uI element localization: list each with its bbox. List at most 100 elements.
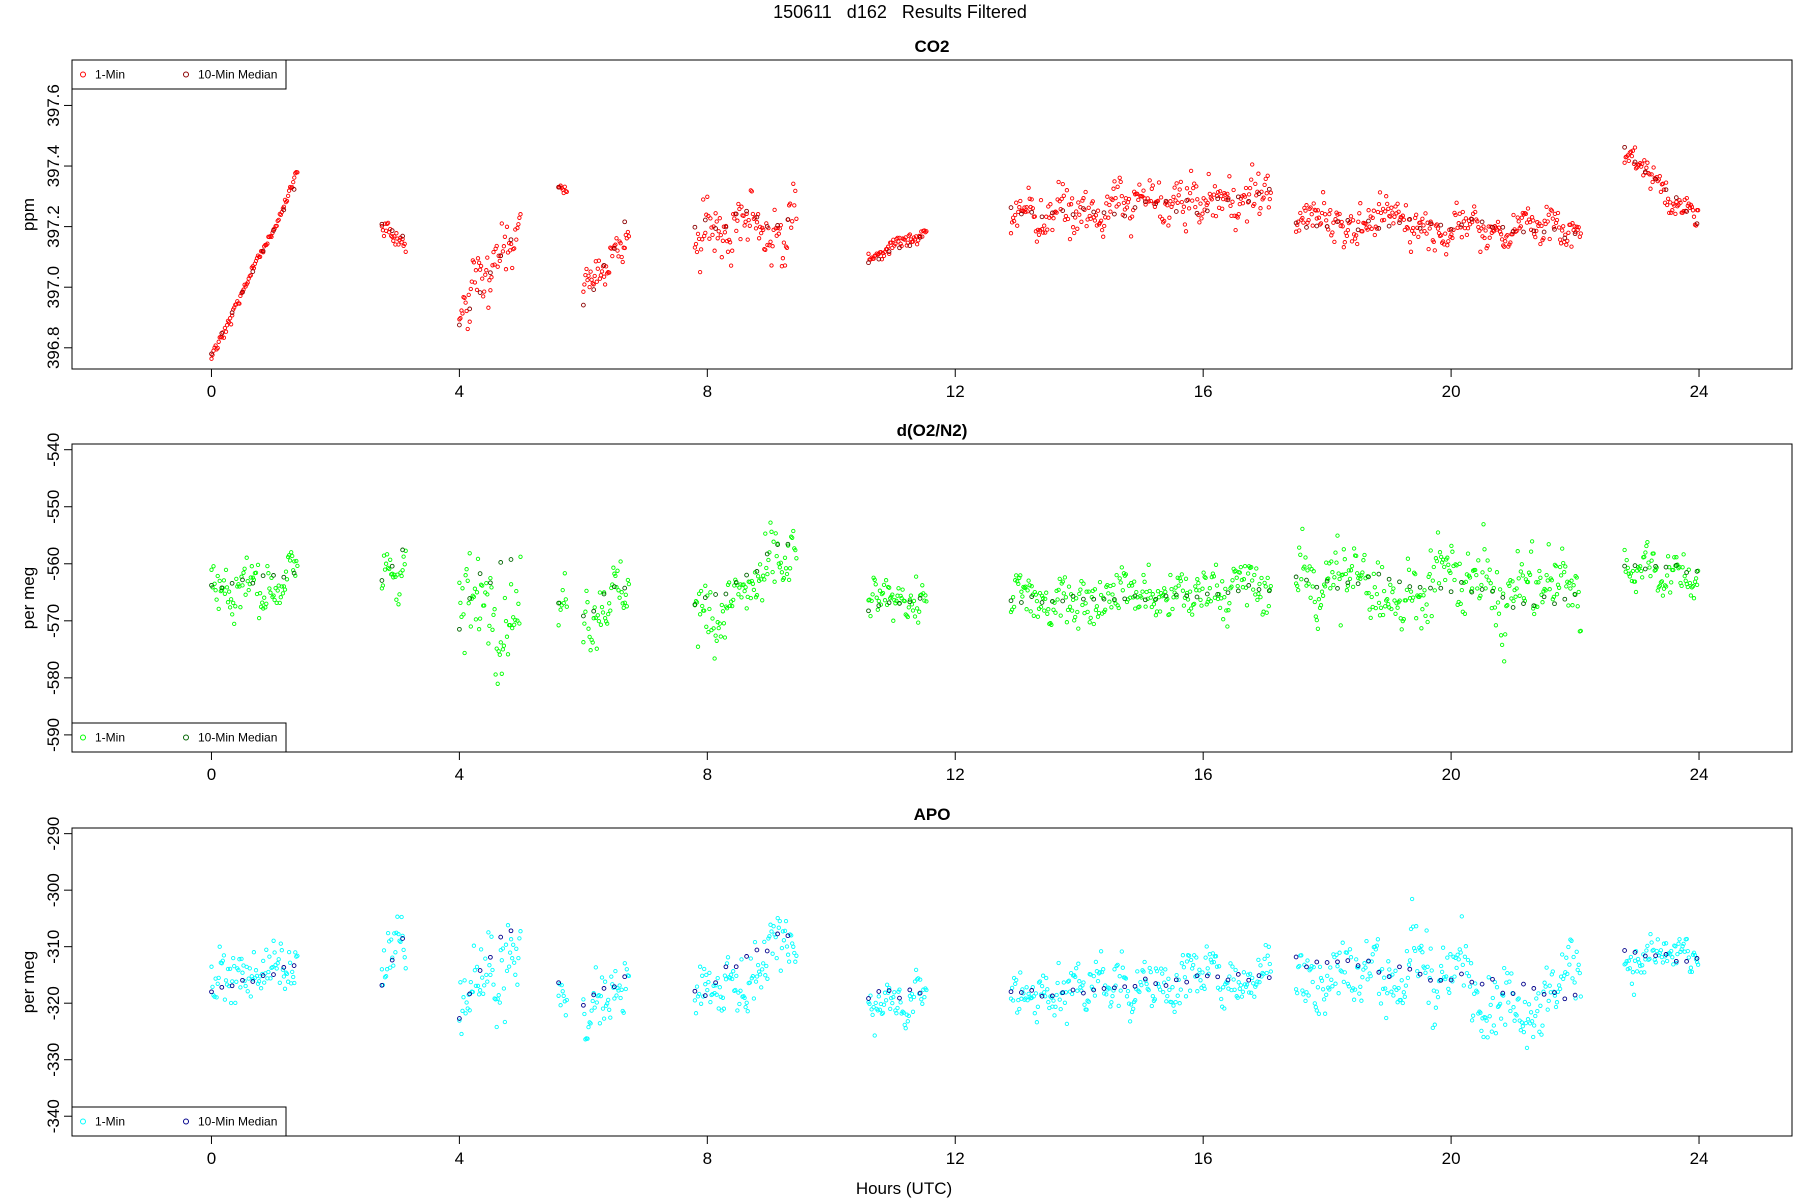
data-point-1min [716, 625, 721, 631]
data-point-1min [1691, 950, 1697, 955]
data-point-10min-median [1407, 217, 1413, 222]
data-point-1min [900, 587, 905, 592]
data-point-1min [1043, 230, 1048, 235]
data-point-1min [1633, 589, 1639, 595]
data-point-1min [1197, 967, 1202, 972]
data-point-10min-median [219, 984, 225, 990]
data-point-1min [1553, 563, 1559, 569]
data-point-1min [1293, 987, 1299, 992]
legend: 1-Min 10-Min Median [71, 1106, 287, 1137]
data-point-1min [1015, 223, 1020, 228]
data-point-1min [1385, 201, 1390, 207]
data-point-10min-median [785, 933, 791, 939]
data-point-1min [1491, 229, 1496, 234]
data-point-1min [603, 619, 609, 624]
data-point-1min [477, 616, 483, 621]
data-point-1min [708, 216, 713, 221]
data-point-1min [1643, 550, 1648, 555]
data-point-1min [1682, 573, 1687, 579]
data-point-1min [402, 562, 407, 567]
data-point-1min [1210, 951, 1216, 956]
data-point-10min-median [866, 608, 871, 614]
data-point-1min [1420, 216, 1425, 221]
data-point-1min [1176, 977, 1181, 982]
data-point-1min [1403, 598, 1409, 603]
data-point-1min [1491, 1023, 1496, 1028]
data-point-1min [1430, 1025, 1435, 1031]
data-point-1min [1301, 992, 1306, 997]
data-point-1min [1536, 580, 1541, 585]
data-point-1min [1204, 944, 1209, 949]
data-point-1min [477, 988, 483, 993]
data-point-10min-median [1438, 585, 1444, 591]
data-point-1min [1523, 577, 1529, 582]
data-point-1min [1035, 614, 1041, 619]
data-point-1min [1174, 181, 1179, 186]
data-point-1min [1084, 223, 1089, 229]
data-point-1min [487, 623, 492, 629]
data-point-10min-median [1173, 592, 1179, 598]
data-point-10min-median [1335, 959, 1340, 965]
data-point-1min [458, 600, 463, 606]
data-point-1min [467, 1008, 472, 1013]
data-point-1min [753, 979, 759, 984]
y-tick-label: -300 [44, 873, 63, 907]
data-point-1min [1074, 209, 1079, 214]
data-point-10min-median [1684, 959, 1689, 964]
data-point-1min [781, 576, 787, 581]
data-point-1min [556, 993, 561, 998]
data-point-1min [588, 648, 593, 653]
data-point-1min [227, 966, 233, 972]
data-point-1min [1025, 998, 1030, 1003]
data-point-1min [696, 991, 702, 997]
data-point-1min [1235, 995, 1240, 1000]
data-point-1min [1505, 603, 1510, 608]
data-point-1min [1086, 999, 1091, 1004]
data-point-1min [1355, 571, 1360, 576]
data-point-1min [747, 223, 752, 228]
data-point-1min [724, 606, 730, 611]
data-point-1min [562, 184, 567, 189]
data-point-1min [516, 222, 521, 227]
data-point-10min-median [1225, 590, 1231, 596]
data-point-1min [216, 975, 221, 981]
data-point-10min-median [556, 184, 561, 190]
data-point-10min-median [591, 287, 597, 292]
data-point-1min [1076, 626, 1081, 631]
data-point-1min [216, 339, 221, 344]
data-point-1min [1255, 597, 1260, 603]
data-point-1min [1565, 971, 1570, 977]
data-point-1min [1340, 940, 1345, 945]
data-point-1min [1245, 972, 1251, 977]
data-point-1min [607, 601, 612, 606]
data-point-1min [620, 259, 625, 265]
data-point-1min [768, 239, 773, 244]
data-point-1min [908, 593, 914, 598]
data-point-1min [1181, 204, 1187, 209]
data-point-1min [1414, 616, 1419, 621]
data-point-1min [1503, 239, 1508, 244]
data-point-1min [1008, 231, 1014, 236]
data-point-1min [747, 980, 752, 985]
data-point-1min [875, 1008, 880, 1013]
data-point-1min [1362, 961, 1367, 966]
x-tick-label: 4 [455, 765, 464, 784]
data-point-1min [1351, 546, 1357, 551]
data-point-1min [1481, 1034, 1486, 1040]
data-point-1min [280, 967, 286, 972]
data-point-1min [262, 980, 267, 985]
data-point-1min [1351, 232, 1357, 237]
data-point-1min [1264, 610, 1269, 615]
data-point-1min [588, 269, 593, 274]
data-point-1min [295, 953, 300, 959]
data-point-1min [1343, 571, 1348, 577]
data-point-1min [707, 606, 712, 612]
data-point-10min-median [723, 964, 729, 970]
data-point-1min [1463, 216, 1469, 221]
y-axis-label: per meg [19, 567, 38, 629]
data-point-10min-median [591, 992, 597, 998]
data-point-10min-median [1008, 989, 1014, 995]
data-point-1min [924, 987, 929, 993]
data-point-1min [1497, 587, 1503, 592]
data-point-1min [1692, 952, 1698, 958]
